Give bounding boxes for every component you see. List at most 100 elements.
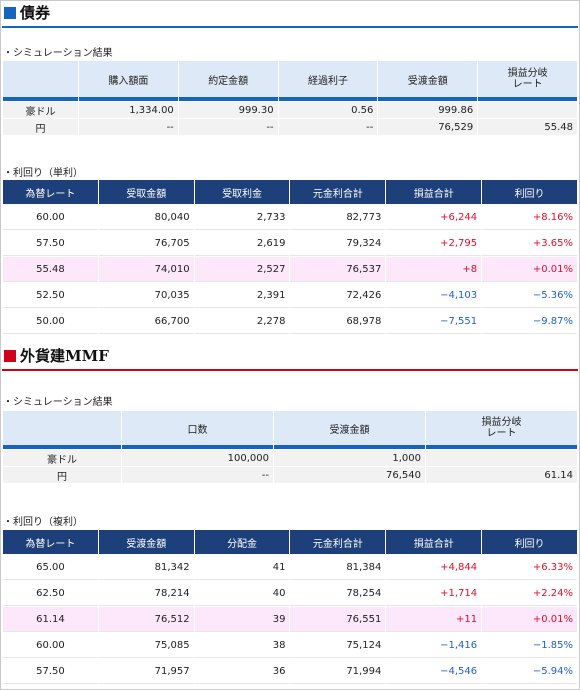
receive-amount-cell: 75,085 [98, 633, 194, 658]
yield-cell: +2.24% [482, 581, 577, 606]
breakeven-row: 55.48 74,010 2,527 76,537 +8 +0.01% [3, 257, 577, 282]
profit-loss-cell: +2,795 [386, 231, 482, 256]
bonds-sim-header: 受渡金額 [378, 61, 478, 101]
sim-cell: 999.86 [378, 102, 478, 118]
interest-cell: 2,619 [194, 231, 290, 256]
sim-cell: -- [79, 119, 178, 135]
yield-header: 為替レート [3, 530, 98, 554]
receive-amount-cell: 81,342 [98, 555, 194, 580]
bonds-yield-label: ・利回り（単利） [3, 168, 83, 179]
sim-cell [426, 450, 577, 466]
sim-cell: 55.48 [478, 119, 577, 135]
table-row: 円 -- -- -- 76,529 55.48 [3, 119, 577, 135]
sim-cell: -- [122, 467, 273, 483]
interest-cell: 38 [194, 633, 290, 658]
yield-header: 損益合計 [386, 530, 482, 554]
yield-header: 分配金 [194, 530, 290, 554]
bonds-yield-table: 為替レート 受取金額 受取利金 元金利合計 損益合計 利回り 60.00 80,0… [2, 179, 578, 335]
profit-loss-cell: +4,844 [386, 555, 482, 580]
yield-header: 利回り [482, 180, 577, 204]
receive-amount-cell: 78,214 [98, 581, 194, 606]
mmf-sim-header-row: 口数 受渡金額 損益分岐 レート [3, 411, 577, 449]
mmf-title: 外貨建MMF [20, 347, 109, 365]
interest-cell: 39 [194, 607, 290, 632]
yield-cell: +0.01% [482, 607, 577, 632]
table-row: 65.00 81,342 41 81,384 +4,844 +6.33% [3, 555, 577, 580]
table-row: 50.00 66,700 2,278 68,978 −7,551 −9.87% [3, 309, 577, 334]
bonds-sim-corner [3, 61, 78, 101]
sim-cell [478, 102, 577, 118]
mmf-yield-header-row: 為替レート 受渡金額 分配金 元金利合計 損益合計 利回り [3, 530, 577, 554]
bonds-title-rule [2, 26, 578, 28]
total-cell: 72,426 [290, 283, 386, 308]
sim-cell: 76,529 [378, 119, 478, 135]
yield-header: 損益合計 [386, 180, 482, 204]
currency-label: 円 [3, 119, 78, 135]
total-cell: 76,537 [290, 257, 386, 282]
yield-cell: −1.85% [482, 633, 577, 658]
bonds-yield-header-row: 為替レート 受取金額 受取利金 元金利合計 損益合計 利回り [3, 180, 577, 204]
table-row: 52.50 70,035 2,391 72,426 −4,103 −5.36% [3, 283, 577, 308]
fx-rate-cell: 57.50 [3, 659, 98, 684]
profit-loss-cell: −1,416 [386, 633, 482, 658]
sim-cell: 100,000 [122, 450, 273, 466]
yield-cell: −5.94% [482, 659, 577, 684]
bonds-sim-header-row: 購入額面 約定金額 経過利子 受渡金額 損益分岐 レート [3, 61, 577, 101]
interest-cell: 2,733 [194, 205, 290, 230]
fx-rate-cell: 52.50 [3, 283, 98, 308]
yield-cell: −9.87% [482, 309, 577, 334]
sim-cell: -- [178, 119, 278, 135]
total-cell: 78,254 [290, 581, 386, 606]
receive-amount-cell: 76,705 [98, 231, 194, 256]
yield-cell: −5.36% [482, 283, 577, 308]
receive-amount-cell: 74,010 [98, 257, 194, 282]
sim-cell: 1,000 [274, 450, 425, 466]
fx-rate-cell: 60.00 [3, 633, 98, 658]
receive-amount-cell: 76,512 [98, 607, 194, 632]
interest-cell: 36 [194, 659, 290, 684]
sim-cell: 1,334.00 [79, 102, 178, 118]
currency-label: 円 [3, 467, 121, 483]
mmf-yield-label: ・利回り（複利） [3, 517, 83, 528]
table-row: 57.50 71,957 36 71,994 −4,546 −5.94% [3, 659, 577, 684]
sim-cell: 61.14 [426, 467, 577, 483]
bonds-sim-header: 購入額面 [79, 61, 178, 101]
total-cell: 79,324 [290, 231, 386, 256]
total-cell: 81,384 [290, 555, 386, 580]
fx-rate-cell: 60.00 [3, 205, 98, 230]
profit-loss-cell: −4,546 [386, 659, 482, 684]
yield-header: 元金利合計 [290, 530, 386, 554]
fx-rate-cell: 65.00 [3, 555, 98, 580]
mmf-sim-header: 受渡金額 [274, 411, 425, 449]
yield-header: 利回り [482, 530, 577, 554]
sim-cell: 0.56 [278, 102, 378, 118]
blue-square-icon [4, 7, 16, 19]
mmf-yield-table: 為替レート 受渡金額 分配金 元金利合計 損益合計 利回り 65.00 81,34… [2, 529, 578, 685]
sim-cell: 76,540 [274, 467, 425, 483]
yield-cell: +3.65% [482, 231, 577, 256]
mmf-sim-header: 口数 [122, 411, 273, 449]
yield-cell: +0.01% [482, 257, 577, 282]
total-cell: 75,124 [290, 633, 386, 658]
bonds-sim-header: 経過利子 [278, 61, 378, 101]
bonds-title: 債券 [20, 4, 51, 22]
profit-loss-cell: +8 [386, 257, 482, 282]
red-square-icon [4, 350, 16, 362]
table-row: 円 -- 76,540 61.14 [3, 467, 577, 483]
profit-loss-cell: +1,714 [386, 581, 482, 606]
interest-cell: 2,391 [194, 283, 290, 308]
interest-cell: 2,278 [194, 309, 290, 334]
bonds-sim-label: ・シミュレーション結果 [3, 48, 113, 59]
table-row: 豪ドル 1,334.00 999.30 0.56 999.86 [3, 102, 577, 118]
yield-header: 受取利金 [194, 180, 290, 204]
yield-cell: +6.33% [482, 555, 577, 580]
bonds-sim-header: 損益分岐 レート [478, 61, 577, 101]
sim-cell: 999.30 [178, 102, 278, 118]
currency-label: 豪ドル [3, 450, 121, 466]
receive-amount-cell: 71,957 [98, 659, 194, 684]
fx-rate-cell: 62.50 [3, 581, 98, 606]
bonds-sim-table: 購入額面 約定金額 経過利子 受渡金額 損益分岐 レート 豪ドル 1,334.0… [2, 60, 578, 136]
profit-loss-cell: +6,244 [386, 205, 482, 230]
fx-rate-cell: 50.00 [3, 309, 98, 334]
mmf-title-rule [2, 369, 578, 371]
